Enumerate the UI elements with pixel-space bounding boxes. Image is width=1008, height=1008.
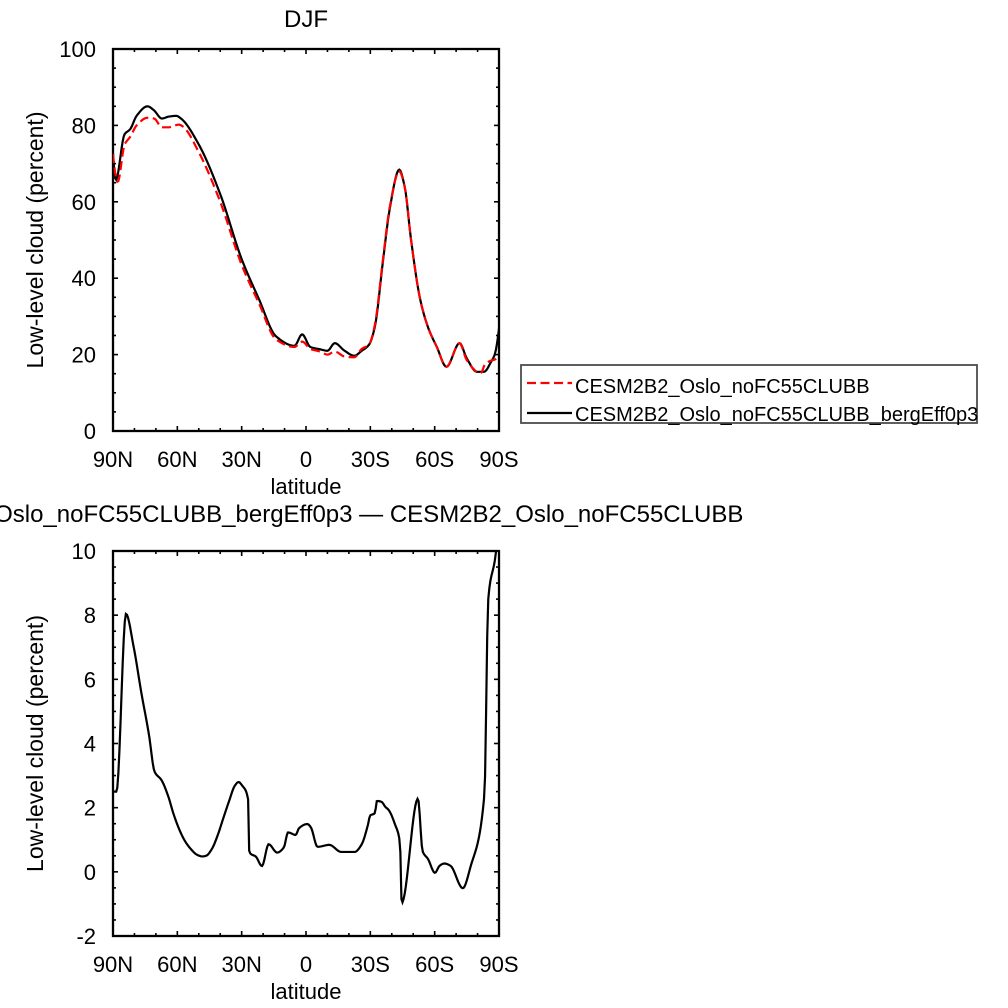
svg-text:90N: 90N (93, 952, 133, 977)
svg-text:2: 2 (84, 796, 96, 821)
svg-text:30N: 30N (221, 952, 261, 977)
svg-text:0: 0 (84, 419, 96, 444)
svg-text:0: 0 (300, 447, 312, 472)
svg-text:80: 80 (72, 113, 96, 138)
svg-text:-2: -2 (76, 924, 96, 949)
svg-text:30S: 30S (351, 952, 390, 977)
svg-text:100: 100 (59, 37, 96, 62)
svg-text:Low-level cloud (percent): Low-level cloud (percent) (22, 112, 48, 369)
svg-text:CESM2B2_Oslo_noFC55CLUBB_bergE: CESM2B2_Oslo_noFC55CLUBB_bergEff0p3 (575, 404, 978, 426)
svg-text:90S: 90S (479, 952, 518, 977)
svg-text:latitude: latitude (271, 979, 342, 1004)
svg-text:40: 40 (72, 266, 96, 291)
svg-text:DJF: DJF (284, 6, 328, 33)
svg-text:Low-level cloud (percent): Low-level cloud (percent) (22, 615, 48, 872)
svg-text:0: 0 (84, 860, 96, 885)
svg-text:latitude: latitude (271, 474, 342, 499)
svg-text:30S: 30S (351, 447, 390, 472)
svg-text:CESM2B2_Oslo_noFC55CLUBB: CESM2B2_Oslo_noFC55CLUBB (575, 376, 870, 398)
svg-text:30N: 30N (221, 447, 261, 472)
svg-text:60N: 60N (157, 952, 197, 977)
svg-text:20: 20 (72, 343, 96, 368)
svg-text:CESM2B2_Oslo_noFC55CLUBB_bergE: CESM2B2_Oslo_noFC55CLUBB_bergEff0p3 — CE… (0, 501, 743, 528)
svg-text:60S: 60S (415, 952, 454, 977)
svg-text:90N: 90N (93, 447, 133, 472)
svg-text:8: 8 (84, 603, 96, 628)
svg-text:60: 60 (72, 190, 96, 215)
svg-text:60S: 60S (415, 447, 454, 472)
svg-text:0: 0 (300, 952, 312, 977)
svg-text:6: 6 (84, 667, 96, 692)
svg-text:90S: 90S (479, 447, 518, 472)
svg-text:4: 4 (84, 732, 96, 757)
svg-text:10: 10 (72, 539, 96, 564)
svg-text:60N: 60N (157, 447, 197, 472)
